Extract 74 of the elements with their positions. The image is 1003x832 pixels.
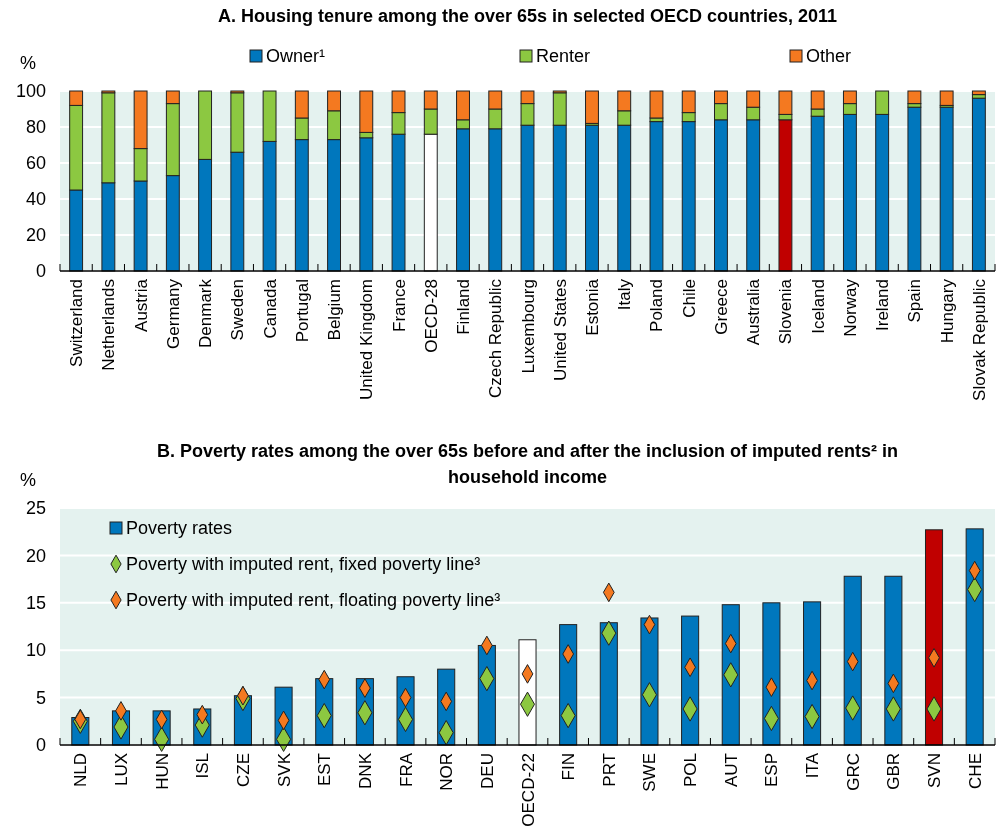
x-tick-label: Germany: [163, 278, 183, 349]
x-tick-label: Greece: [711, 279, 731, 335]
x-tick-label: Chile: [679, 279, 699, 318]
x-tick-label: CHE: [965, 753, 985, 789]
legend-label: Poverty with imputed rent, floating poverty line³: [126, 590, 501, 610]
y-tick-label: 5: [35, 687, 46, 708]
x-tick-label: OECD-28: [421, 279, 441, 353]
x-tick-label: POL: [681, 753, 701, 788]
x-tick-label: SVK: [274, 752, 294, 788]
x-tick-label: Finland: [454, 279, 474, 335]
x-tick-label: ITA: [803, 752, 823, 779]
x-tick-label: DNK: [355, 752, 375, 789]
x-tick-label: Italy: [615, 278, 635, 311]
y-axis-title: %: [20, 470, 37, 490]
legend-label: Poverty with imputed rent, fixed poverty line³: [126, 554, 481, 574]
x-tick-label: SWE: [640, 753, 660, 792]
y-tick-label: 15: [25, 593, 46, 614]
y-tick-label: 20: [25, 545, 46, 566]
x-tick-label: Portugal: [292, 279, 312, 343]
legend-label: Owner¹: [266, 46, 326, 66]
x-tick-label: FRA: [396, 752, 416, 787]
legend-label: Renter: [536, 46, 591, 66]
y-tick-label: 60: [25, 153, 46, 174]
x-tick-label: France: [389, 279, 409, 332]
x-tick-label: ESP: [762, 753, 782, 788]
y-tick-label: 10: [25, 640, 46, 661]
x-tick-label: Belgium: [325, 279, 345, 341]
x-tick-label: Switzerland: [67, 279, 87, 367]
y-tick-label: 40: [25, 189, 46, 210]
x-tick-label: CZE: [233, 753, 253, 787]
x-tick-label: DEU: [477, 753, 497, 789]
x-tick-label: United Kingdom: [357, 279, 377, 400]
x-tick-label: AUT: [721, 753, 741, 787]
x-tick-label: OECD-22: [518, 753, 538, 827]
x-tick-label: NLD: [71, 753, 91, 788]
x-tick-label: SVN: [925, 753, 945, 788]
chart-title: B. Poverty rates among the over 65s before and after the inclusion of imputed rents² in household income: [156, 441, 899, 487]
chart-title: A. Housing tenure among the over 65s in selected OECD countries, 2011: [217, 6, 838, 26]
y-tick-label: 100: [15, 81, 46, 102]
x-tick-label: Ireland: [873, 279, 893, 331]
y-tick-label: 0: [35, 735, 46, 756]
y-tick-label: 0: [35, 261, 46, 282]
x-tick-label: PRT: [599, 753, 619, 787]
x-tick-label: Canada: [260, 278, 280, 339]
x-tick-label: Denmark: [196, 278, 216, 348]
x-tick-label: HUN: [152, 753, 172, 790]
x-tick-label: Norway: [840, 278, 860, 337]
x-tick-label: Australia: [744, 278, 764, 346]
x-tick-label: Austria: [131, 278, 151, 332]
legend-label: Poverty rates: [126, 518, 233, 538]
y-tick-label: 80: [25, 117, 46, 138]
y-tick-label: 25: [25, 498, 46, 519]
x-tick-label: Sweden: [228, 279, 248, 341]
x-tick-label: ISL: [193, 753, 213, 779]
x-tick-label: FIN: [559, 753, 579, 781]
x-tick-label: United States: [550, 279, 570, 382]
y-tick-label: 20: [25, 225, 46, 246]
x-tick-label: GBR: [884, 753, 904, 790]
x-tick-label: Estonia: [582, 278, 602, 336]
x-tick-label: Spain: [905, 279, 925, 323]
legend-label: Other: [806, 46, 852, 66]
y-axis-title: %: [20, 53, 37, 73]
x-tick-label: Luxembourg: [518, 279, 538, 374]
x-tick-label: Poland: [647, 279, 667, 332]
x-tick-label: GRC: [843, 753, 863, 791]
x-tick-label: Slovenia: [776, 278, 796, 345]
x-tick-label: LUX: [111, 753, 131, 787]
x-tick-label: EST: [315, 753, 335, 787]
x-tick-label: Netherlands: [99, 279, 119, 371]
x-tick-label: Slovak Republic: [969, 278, 989, 401]
x-tick-label: NOR: [437, 753, 457, 791]
x-tick-label: Czech Republic: [486, 278, 506, 399]
x-tick-label: Iceland: [808, 279, 828, 334]
x-tick-label: Hungary: [937, 278, 957, 344]
